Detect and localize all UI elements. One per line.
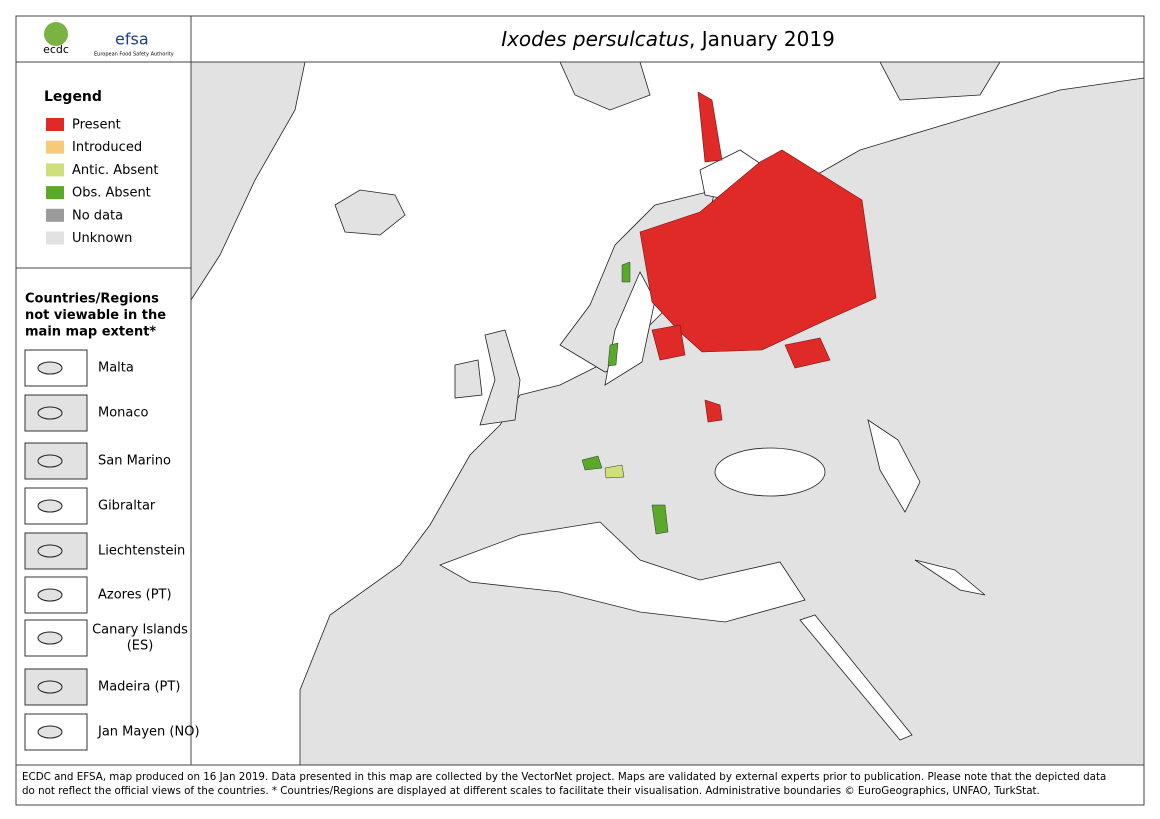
title: Ixodes persulcatus, January 2019 — [501, 27, 835, 51]
efsa-text: efsa — [115, 30, 149, 49]
legend-label: Obs. Absent — [72, 186, 151, 201]
region-label: Madeira (PT) — [98, 680, 180, 695]
title-date: , January 2019 — [689, 27, 835, 51]
regions-title: not viewable in the — [25, 308, 166, 323]
footer-line: do not reflect the official views of the… — [22, 785, 1040, 797]
legend-swatch — [46, 140, 64, 154]
region-shape — [37, 588, 63, 602]
region-shape — [37, 544, 63, 558]
region-label: Azores (PT) — [98, 588, 172, 603]
region-shape — [37, 631, 63, 645]
region-label: Gibraltar — [98, 499, 156, 514]
legend-swatch — [46, 186, 64, 200]
legend-label: No data — [72, 208, 123, 223]
region-label: Canary Islands — [92, 623, 188, 638]
regions-title: Countries/Regions — [25, 292, 159, 307]
region-shape — [37, 361, 63, 375]
region-shape — [37, 454, 63, 468]
region-shape — [37, 725, 63, 739]
legend-label: Unknown — [72, 231, 132, 246]
ecdc-logo — [44, 22, 68, 46]
footer-line: ECDC and EFSA, map produced on 16 Jan 20… — [22, 771, 1106, 783]
legend-label: Present — [72, 118, 121, 133]
efsa-sub: European Food Safety Authority — [94, 52, 174, 58]
legend: Present Introduced Antic. Absent Obs. Absen… — [46, 118, 159, 246]
region-shape — [37, 499, 63, 513]
region-label: Liechtenstein — [98, 544, 185, 559]
region-label: Monaco — [98, 406, 149, 421]
legend-swatch — [46, 231, 64, 245]
region-label: San Marino — [98, 454, 171, 469]
region-label: Jan Mayen (NO) — [97, 725, 200, 740]
ecdc-text: ecdc — [43, 43, 69, 56]
legend-swatch — [46, 118, 64, 131]
regions-title: main map extent* — [25, 325, 156, 340]
legend-title: Legend — [44, 89, 102, 105]
region-label: (ES) — [127, 639, 154, 654]
legend-label: Antic. Absent — [72, 163, 159, 178]
legend-swatch — [46, 163, 64, 177]
region-shape — [37, 680, 63, 694]
legend-swatch — [46, 208, 64, 222]
region-shape — [37, 406, 63, 420]
title-species: Ixodes persulcatus — [501, 27, 689, 51]
region-label: Malta — [98, 361, 134, 376]
legend-label: Introduced — [72, 140, 142, 155]
map — [191, 62, 1144, 765]
